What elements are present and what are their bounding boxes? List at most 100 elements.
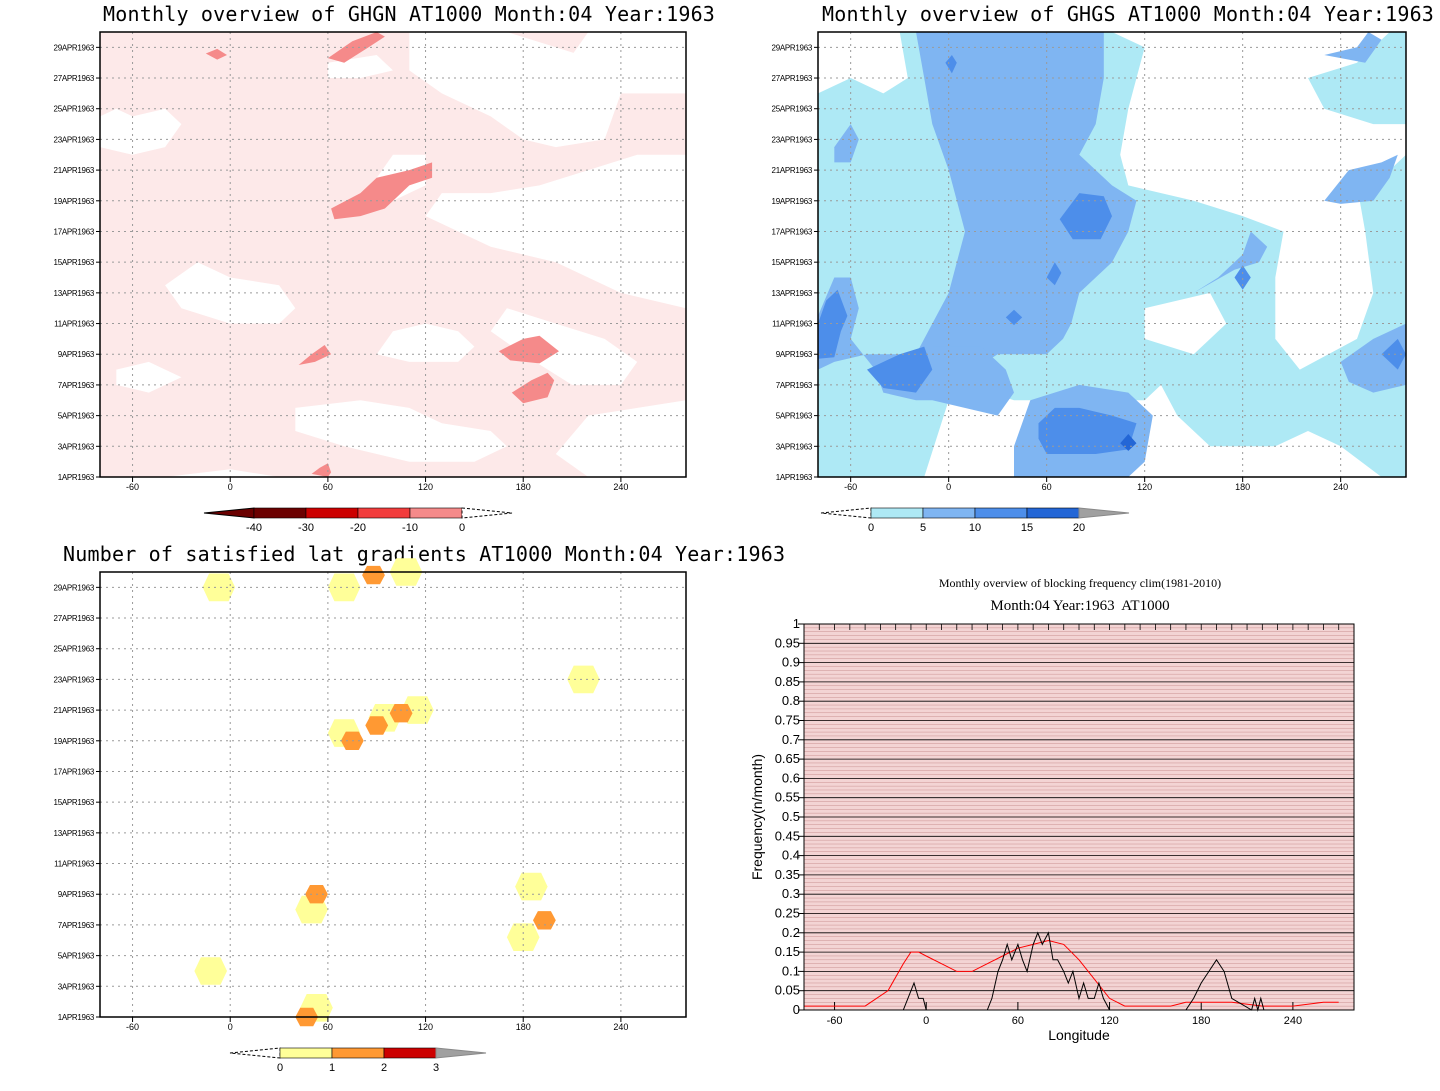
x-tick-label: 120 [418, 482, 433, 492]
x-tick-label: 180 [516, 482, 531, 492]
colorbar-label: 0 [459, 522, 465, 534]
colorbar-label: 5 [920, 522, 926, 534]
y-tick-label: 17APR1963 [772, 227, 813, 236]
y-tick-label: 23APR1963 [772, 135, 813, 144]
positive-region [100, 469, 280, 477]
x-tick-label: 60 [323, 1022, 333, 1032]
x-tick-label: 120 [418, 1022, 433, 1032]
field-background [100, 572, 686, 1017]
gradient-cell [389, 704, 413, 723]
negative-core [205, 48, 227, 60]
y-tick-label: 7APR1963 [58, 381, 95, 390]
y-tick-label: 3APR1963 [776, 442, 813, 451]
gradient-cell [202, 573, 236, 602]
x-tick-label: 180 [516, 1022, 531, 1032]
ghgs-high-region [1005, 309, 1023, 326]
y-tick-label: 0.9 [782, 655, 800, 670]
y-tick-label: 0.8 [782, 693, 800, 708]
x-tick-label: 180 [1235, 482, 1250, 492]
colorbar-segment [279, 1047, 333, 1059]
gradient-cell [506, 923, 540, 951]
ghgs-plot: -60 0 60 120 180 240 29APR1963 27APR1963 25APR19… [772, 31, 1407, 534]
y-tick-label: 7APR1963 [58, 921, 95, 930]
y-tick-label: 1 [793, 616, 800, 631]
y-axis-label: Frequency(n/month) [749, 754, 765, 880]
positive-region [490, 308, 638, 385]
colorbar-segment [409, 507, 463, 519]
colorbar-label: -20 [350, 522, 366, 534]
ghgs-high-region [1381, 338, 1406, 370]
plot-frame [803, 623, 1355, 1011]
colorbar-left-arrow [203, 507, 255, 519]
y-tick-label: 0.85 [775, 674, 800, 689]
gradient-cell [327, 573, 361, 602]
colorbar-right-arrow [435, 1047, 487, 1059]
y-tick-label: 0.3 [782, 886, 800, 901]
colorbar-label: 10 [969, 522, 981, 534]
y-tick-label: 0.7 [782, 732, 800, 747]
y-tick-label: 29APR1963 [54, 583, 95, 592]
colorbar-label: 0 [868, 522, 874, 534]
colorbar-segment [331, 1047, 385, 1059]
y-tick-label: 7APR1963 [776, 381, 813, 390]
colorbar-segment [974, 507, 1028, 519]
x-tick-label: 240 [1333, 482, 1348, 492]
y-tick-label: 0.4 [782, 848, 800, 863]
ghgs-mid-region [1324, 32, 1382, 63]
colorbar-segment [305, 507, 359, 519]
negative-core [298, 345, 332, 365]
x-tick-label: -60 [844, 482, 857, 492]
year-line [804, 931, 1354, 1012]
negative-core [311, 463, 332, 477]
plot-frame [817, 31, 1407, 478]
ghgn-plot: -60 0 60 120 180 240 29APR1963 27APR1963 25APR19… [54, 31, 687, 534]
x-tick-label: 240 [613, 1022, 628, 1032]
y-tick-label: 1APR1963 [776, 473, 813, 482]
ghgs-mid-region [1193, 231, 1268, 293]
lat-gradients-plot: -60 0 60 120 180 24029APR196327APR196325APR19… [54, 558, 687, 1074]
y-tick-label: 3APR1963 [58, 442, 95, 451]
ghgs-mid-region [818, 277, 1014, 416]
freq-plot: 0 0.05 0.1 0.15 0.2 0.25 0.3 0.35 0.4 0.45 0.5 0.55… [749, 616, 1355, 1043]
colorbar-left-arrow [820, 507, 872, 519]
y-tick-label: 27APR1963 [54, 74, 95, 83]
gradient-cell [362, 565, 385, 585]
y-tick-label: 13APR1963 [54, 289, 95, 298]
freq-subtitle: Month:04 Year:1963 AT1000 [990, 598, 1170, 614]
colorbar-label: 15 [1021, 522, 1033, 534]
y-tick-label: 15APR1963 [772, 258, 813, 267]
y-tick-label: 0.6 [782, 770, 800, 785]
ghgs-mid-region [834, 124, 859, 163]
y-tick-label: 13APR1963 [772, 289, 813, 298]
y-tick-label: 21APR1963 [54, 706, 95, 715]
y-tick-label: 5APR1963 [58, 412, 95, 421]
y-tick-label: 29APR1963 [772, 43, 813, 52]
y-tick-label: 0.75 [775, 713, 800, 728]
colorbar-label: -10 [402, 522, 418, 534]
y-tick-label: 19APR1963 [54, 737, 95, 746]
negative-core [331, 162, 433, 220]
x-tick-label: 240 [613, 482, 628, 492]
y-tick-label: 27APR1963 [54, 614, 95, 623]
plot-frame [99, 31, 687, 478]
y-tick-label: 23APR1963 [54, 675, 95, 684]
y-tick-label: 21APR1963 [54, 166, 95, 175]
colorbar-right-arrow [461, 507, 513, 519]
colorbar-segment [383, 1047, 437, 1059]
ghgs-low-region [1308, 32, 1406, 125]
y-tick-label: 17APR1963 [54, 227, 95, 236]
y-tick-label: 17APR1963 [54, 767, 95, 776]
y-tick-label: 0 [793, 1002, 800, 1017]
y-tick-label: 9APR1963 [58, 890, 95, 899]
positive-region [100, 108, 182, 155]
colorbar-label: 2 [381, 1062, 387, 1074]
y-tick-label: 9APR1963 [58, 350, 95, 359]
x-tick-label: 0 [228, 482, 233, 492]
y-tick-label: 23APR1963 [54, 135, 95, 144]
ghgn-title: Monthly overview of GHGN AT1000 Month:04… [103, 2, 716, 26]
ghgs-high-region [818, 289, 848, 359]
y-tick-label: 1APR1963 [58, 473, 95, 482]
positive-region [425, 154, 686, 309]
colorbar-label: 3 [433, 1062, 439, 1074]
ghgs-mid-region [1324, 154, 1398, 204]
